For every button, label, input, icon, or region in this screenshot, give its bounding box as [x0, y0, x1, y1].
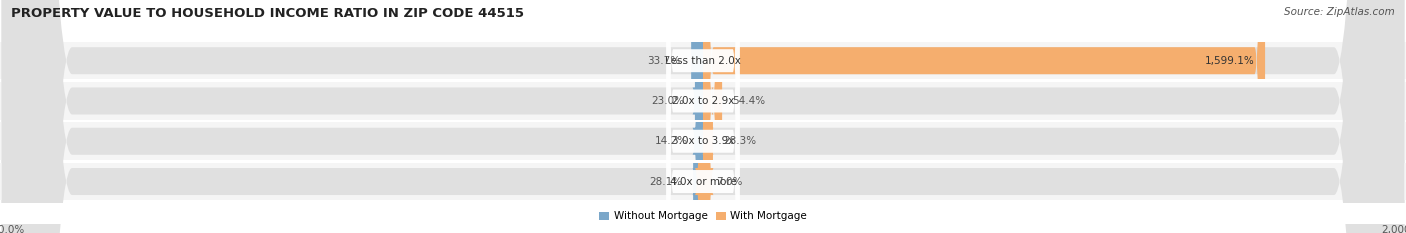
FancyBboxPatch shape — [666, 0, 740, 233]
FancyBboxPatch shape — [695, 0, 713, 233]
Legend: Without Mortgage, With Mortgage: Without Mortgage, With Mortgage — [595, 207, 811, 226]
FancyBboxPatch shape — [666, 0, 740, 233]
Text: 28.3%: 28.3% — [724, 136, 756, 146]
Text: Less than 2.0x: Less than 2.0x — [665, 56, 741, 66]
FancyBboxPatch shape — [692, 0, 703, 233]
FancyBboxPatch shape — [693, 0, 709, 233]
FancyBboxPatch shape — [693, 0, 703, 233]
FancyBboxPatch shape — [703, 0, 713, 233]
FancyBboxPatch shape — [703, 0, 1265, 233]
FancyBboxPatch shape — [703, 0, 723, 233]
Text: 23.0%: 23.0% — [651, 96, 685, 106]
Text: 1,599.1%: 1,599.1% — [1205, 56, 1254, 66]
Text: 54.4%: 54.4% — [733, 96, 766, 106]
Text: Source: ZipAtlas.com: Source: ZipAtlas.com — [1284, 7, 1395, 17]
Text: 14.2%: 14.2% — [654, 136, 688, 146]
FancyBboxPatch shape — [693, 0, 706, 233]
Text: 33.7%: 33.7% — [648, 56, 681, 66]
Text: 4.0x or more: 4.0x or more — [669, 177, 737, 187]
Text: 3.0x to 3.9x: 3.0x to 3.9x — [672, 136, 734, 146]
Text: 2.0x to 2.9x: 2.0x to 2.9x — [672, 96, 734, 106]
FancyBboxPatch shape — [666, 0, 740, 233]
Text: PROPERTY VALUE TO HOUSEHOLD INCOME RATIO IN ZIP CODE 44515: PROPERTY VALUE TO HOUSEHOLD INCOME RATIO… — [11, 7, 524, 20]
Text: 7.0%: 7.0% — [716, 177, 742, 187]
Text: 28.1%: 28.1% — [650, 177, 682, 187]
FancyBboxPatch shape — [666, 0, 740, 233]
